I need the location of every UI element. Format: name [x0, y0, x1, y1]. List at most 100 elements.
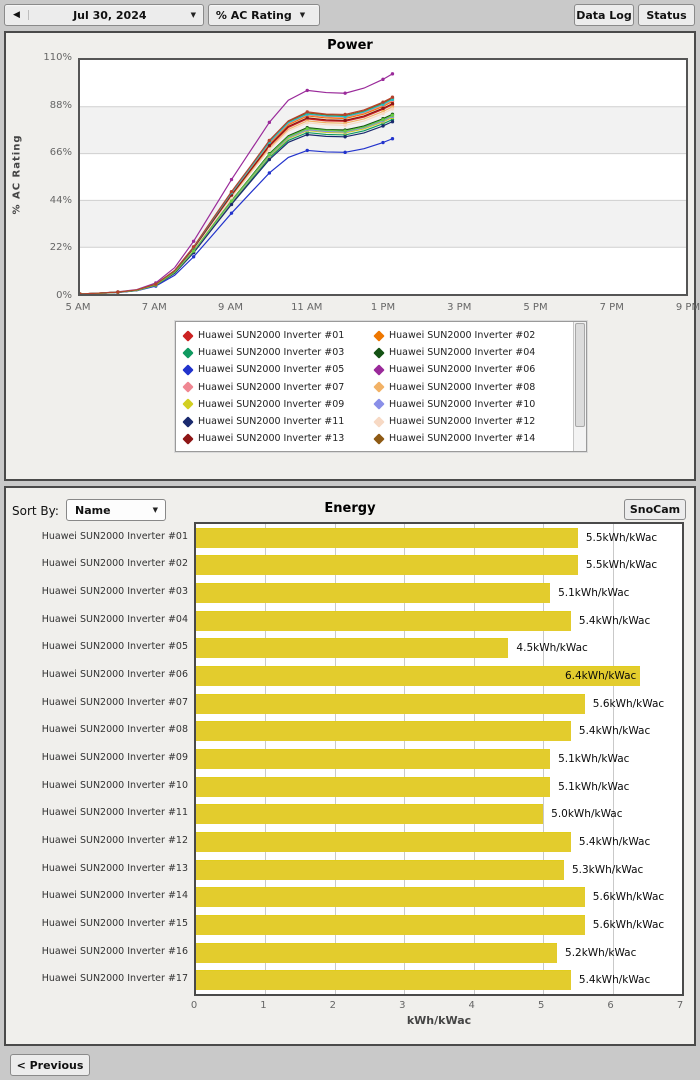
chevron-down-icon: ▼ — [190, 11, 196, 19]
legend-label: Huawei SUN2000 Inverter #12 — [389, 416, 536, 428]
legend-item[interactable]: Huawei SUN2000 Inverter #07 — [182, 379, 375, 396]
energy-bar — [196, 776, 551, 797]
energy-bar-value: 5.5kWh/kWac — [585, 531, 658, 544]
energy-bar-value: 5.4kWh/kWac — [578, 835, 651, 848]
energy-panel: Sort By: Name ▼ Energy SnoCam 5.5kWh/kWa… — [4, 486, 696, 1046]
series-marker — [229, 199, 234, 203]
energy-bar-value: 6.4kWh/kWac — [564, 670, 637, 683]
series-marker — [154, 282, 158, 286]
energy-row-label: Huawei SUN2000 Inverter #07 — [41, 696, 188, 708]
legend-label: Huawei SUN2000 Inverter #10 — [389, 398, 536, 410]
series-marker — [191, 245, 196, 249]
status-button[interactable]: Status — [638, 4, 695, 26]
energy-row-label: Huawei SUN2000 Inverter #10 — [41, 779, 188, 791]
power-x-tick: 5 PM — [523, 302, 548, 313]
energy-x-tick: 6 — [607, 1000, 614, 1011]
energy-bar-value: 5.1kWh/kWac — [558, 753, 630, 765]
series-marker — [305, 121, 309, 125]
legend-item[interactable]: Huawei SUN2000 Inverter #13 — [182, 430, 375, 447]
energy-row-label: Huawei SUN2000 Inverter #06 — [41, 669, 188, 681]
sort-by-label: Sort By: — [12, 504, 59, 518]
metric-label: % AC Rating — [215, 8, 292, 22]
energy-bar-chart: 5.5kWh/kWac 5.5kWh/kWac 5.1kWh/kWac 5.4kWh/… — [194, 522, 684, 996]
energy-x-tick: 3 — [399, 1000, 406, 1011]
metric-dropdown[interactable]: % AC Rating ▼ — [208, 4, 320, 26]
series-marker — [80, 292, 82, 294]
plot-band — [80, 247, 686, 294]
energy-bar-value: 5.0kWh/kWac — [551, 808, 623, 821]
legend-item[interactable]: Huawei SUN2000 Inverter #01 — [182, 327, 375, 344]
power-y-tick: 88% — [49, 99, 72, 111]
energy-row-label: Huawei SUN2000 Inverter #17 — [41, 973, 188, 985]
legend-marker-icon — [182, 364, 194, 376]
energy-bar — [196, 970, 571, 991]
legend-item[interactable]: Huawei SUN2000 Inverter #05 — [182, 361, 375, 378]
series-marker — [229, 177, 234, 182]
series-marker — [381, 111, 385, 116]
legend-item[interactable]: Huawei SUN2000 Inverter #10 — [373, 396, 566, 413]
power-plot-area — [78, 58, 688, 296]
legend-label: Huawei SUN2000 Inverter #04 — [389, 347, 536, 359]
legend-label: Huawei SUN2000 Inverter #03 — [198, 347, 345, 359]
energy-bar — [196, 831, 571, 852]
power-x-tick: 9 PM — [675, 302, 700, 313]
energy-x-tick: 7 — [676, 1000, 684, 1011]
energy-row-label: Huawei SUN2000 Inverter #16 — [41, 945, 188, 957]
legend-label: Huawei SUN2000 Inverter #02 — [389, 330, 536, 342]
energy-x-axis-title: kWh/kWac — [406, 1014, 472, 1027]
series-marker — [191, 239, 196, 243]
series-marker — [343, 150, 347, 154]
previous-button[interactable]: < Previous — [10, 1054, 90, 1076]
sort-by-value: Name — [75, 503, 111, 517]
energy-bar-value: 4.5kWh/kWac — [516, 642, 588, 655]
series-marker — [381, 118, 385, 122]
date-picker[interactable]: ◀ Jul 30, 2024 ▼ — [4, 4, 204, 26]
energy-bar — [196, 527, 578, 548]
power-legend: Huawei SUN2000 Inverter #01 Huawei SUN200… — [175, 321, 587, 452]
power-y-tick: 66% — [49, 147, 72, 159]
series-marker — [267, 120, 272, 125]
power-x-tick: 11 AM — [291, 302, 323, 313]
legend-scrollbar[interactable] — [573, 322, 586, 451]
series-marker — [229, 211, 234, 215]
legend-label: Huawei SUN2000 Inverter #14 — [389, 433, 536, 445]
energy-chart-title: Energy — [324, 501, 376, 516]
legend-item[interactable]: Huawei SUN2000 Inverter #08 — [373, 379, 566, 396]
date-label: Jul 30, 2024 — [73, 8, 147, 22]
energy-bar-value: 5.4kWh/kWac — [578, 974, 651, 987]
legend-item[interactable]: Huawei SUN2000 Inverter #03 — [182, 344, 375, 361]
series-marker — [305, 110, 309, 114]
legend-item[interactable]: Huawei SUN2000 Inverter #04 — [373, 344, 566, 361]
power-x-tick: 3 PM — [447, 302, 472, 313]
legend-marker-icon — [373, 398, 385, 411]
legend-marker-icon — [373, 329, 385, 342]
legend-scrollbar-thumb[interactable] — [575, 323, 585, 427]
series-marker — [267, 157, 272, 162]
series-marker — [305, 148, 309, 153]
legend-item[interactable]: Huawei SUN2000 Inverter #14 — [373, 430, 566, 447]
energy-row-label: Huawei SUN2000 Inverter #15 — [41, 917, 188, 929]
legend-label: Huawei SUN2000 Inverter #11 — [198, 416, 345, 428]
legend-marker-icon — [182, 381, 194, 393]
previous-day-icon[interactable]: ◀ — [5, 10, 29, 20]
series-marker — [229, 190, 234, 194]
energy-bar — [196, 693, 585, 714]
legend-item[interactable]: Huawei SUN2000 Inverter #11 — [182, 413, 375, 430]
legend-marker-icon — [182, 433, 194, 445]
energy-row-label: Huawei SUN2000 Inverter #12 — [41, 834, 188, 846]
legend-item[interactable]: Huawei SUN2000 Inverter #06 — [373, 361, 566, 378]
legend-label: Huawei SUN2000 Inverter #05 — [198, 364, 345, 376]
energy-row-label: Huawei SUN2000 Inverter #11 — [41, 807, 188, 819]
energy-bar — [196, 804, 544, 825]
series-marker — [343, 118, 347, 123]
series-marker — [390, 72, 395, 76]
energy-bar-value: 5.1kWh/kWac — [558, 587, 630, 600]
series-marker — [381, 124, 385, 128]
data-log-button[interactable]: Data Log — [574, 4, 634, 26]
series-marker — [191, 255, 196, 259]
sort-by-select[interactable]: Name ▼ — [66, 499, 166, 521]
legend-item[interactable]: Huawei SUN2000 Inverter #12 — [373, 413, 566, 430]
legend-item[interactable]: Huawei SUN2000 Inverter #09 — [182, 396, 375, 413]
legend-item[interactable]: Huawei SUN2000 Inverter #02 — [373, 327, 566, 344]
snocam-button[interactable]: SnoCam — [624, 499, 686, 520]
